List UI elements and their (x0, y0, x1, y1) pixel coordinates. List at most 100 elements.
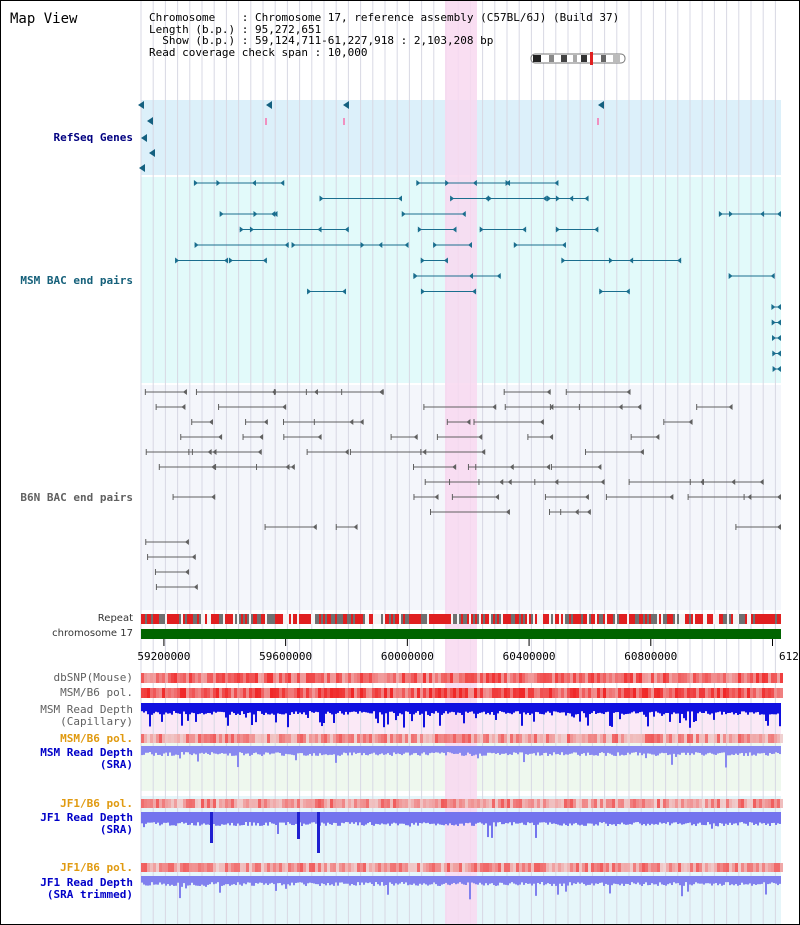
msm-capillary-depth-bar (669, 703, 671, 722)
msm-b6-pol-strip (456, 688, 459, 698)
msm-b6-pol-strip-2 (672, 734, 675, 743)
msm-sra-depth-bar (675, 746, 677, 757)
jf1-b6-pol-strip (168, 799, 171, 808)
jf1-sra-depth-bar (177, 812, 179, 824)
msm-b6-pol-strip-2 (177, 734, 180, 743)
jf1-b6-pol-strip (546, 799, 549, 808)
jf1-sra-depth-bar (281, 812, 283, 823)
track-label-msm-depth-sra[interactable]: MSM Read Depth (40, 746, 133, 759)
repeat-segment (431, 614, 433, 624)
msm-b6-pol-strip (753, 688, 756, 698)
track-label-msm-b6-pol-2[interactable]: MSM/B6 pol. (60, 732, 133, 745)
msm-sra-depth-bar (637, 746, 639, 756)
dbsnp-strip (618, 673, 621, 683)
jf1-b6-pol-strip (285, 799, 288, 808)
jf1-sra-depth-bar (165, 812, 167, 823)
msm-sra-depth-bar (509, 746, 511, 755)
msm-capillary-depth-bar (315, 703, 317, 712)
jf1-trimmed-depth-bar (299, 876, 301, 883)
msm-capillary-depth-bar (507, 703, 509, 713)
info-show-range: Show (b.p.) : 59,124,711-61,227,918 : 2,… (149, 34, 494, 47)
repeat-segment (565, 614, 567, 624)
jf1-b6-pol-strip (609, 799, 612, 808)
jf1-b6-pol-strip-2 (645, 863, 648, 872)
msm-sra-depth-bar (709, 746, 711, 753)
jf1-sra-depth-bar (705, 812, 707, 826)
jf1-trimmed-depth-bar (261, 876, 263, 883)
repeat-segment (169, 614, 171, 624)
msm-b6-pol-strip (531, 688, 534, 698)
msm-capillary-depth-bar (197, 703, 199, 715)
jf1-trimmed-depth-bar (283, 876, 285, 885)
track-label-jf1-b6-pol-2[interactable]: JF1/B6 pol. (60, 861, 133, 874)
repeat-segment (453, 614, 455, 624)
jf1-trimmed-depth-bar (779, 876, 781, 884)
jf1-trimmed-depth-bar (245, 876, 247, 885)
msm-b6-pol-strip-2 (612, 734, 615, 743)
msm-b6-pol-strip-2 (621, 734, 624, 743)
msm-b6-pol-strip (657, 688, 660, 698)
jf1-sra-depth-bar (765, 812, 767, 825)
track-label-repeat[interactable]: Repeat (97, 613, 133, 624)
msm-capillary-depth-bar (417, 703, 419, 712)
jf1-b6-pol-strip (564, 799, 567, 808)
msm-sra-depth-bar (647, 746, 649, 754)
track-label-refseq-genes[interactable]: RefSeq Genes (53, 131, 133, 144)
jf1-b6-pol-strip (780, 799, 783, 808)
jf1-b6-pol-strip (759, 799, 762, 808)
jf1-sra-depth-bar (423, 812, 425, 823)
jf1-b6-pol-strip (690, 799, 693, 808)
track-label-jf1-depth-sra[interactable]: JF1 Read Depth (40, 811, 133, 824)
jf1-b6-pol-strip (624, 799, 627, 808)
msm-b6-pol-strip (651, 688, 654, 698)
track-label-msm-depth-capillary[interactable]: MSM Read Depth (40, 703, 133, 716)
msm-capillary-depth-bar (435, 703, 437, 712)
repeat-segment (605, 614, 607, 624)
jf1-b6-pol-strip (234, 799, 237, 808)
jf1-b6-pol-strip (393, 799, 396, 808)
track-label-msm-b6-pol[interactable]: MSM/B6 pol. (60, 686, 133, 699)
msm-b6-pol-strip-2 (525, 734, 528, 743)
msm-b6-pol-strip-2 (777, 734, 780, 743)
track-label-jf1-b6-pol[interactable]: JF1/B6 pol. (60, 797, 133, 810)
b6n-bac-end (505, 509, 510, 515)
refseq-gene-glyph (149, 149, 155, 157)
track-label-jf1-depth-trimmed[interactable]: JF1 Read Depth (40, 876, 133, 889)
track-label-b6n-bac-end-pairs[interactable]: B6N BAC end pairs (20, 491, 133, 504)
jf1-b6-pol-strip-2 (201, 863, 204, 872)
msm-capillary-depth-bar (337, 703, 339, 713)
jf1-trimmed-depth-bar (269, 876, 271, 884)
track-label-dbsnp[interactable]: dbSNP(Mouse) (53, 671, 133, 684)
repeat-segment (707, 614, 709, 624)
dbsnp-strip (576, 673, 579, 683)
jf1-trimmed-depth-bar (379, 876, 381, 886)
jf1-b6-pol-strip (483, 799, 486, 808)
track-label-msm-bac-end-pairs[interactable]: MSM BAC end pairs (20, 274, 133, 287)
track-label-chromosome[interactable]: chromosome 17 (52, 628, 133, 639)
msm-sra-depth-bar (357, 746, 359, 754)
repeat-segment (589, 614, 591, 624)
msm-sra-depth-bar (217, 746, 219, 755)
msm-sra-depth-bar (699, 746, 701, 753)
dbsnp-strip (603, 673, 606, 683)
msm-b6-pol-strip (327, 688, 330, 698)
dbsnp-strip (750, 673, 753, 683)
dbsnp-strip (198, 673, 201, 683)
b6n-bac-end (379, 389, 384, 395)
msm-capillary-depth-bar (403, 703, 405, 728)
msm-b6-pol-strip-2 (171, 734, 174, 743)
msm-b6-pol-strip (729, 688, 732, 698)
msm-b6-pol-strip (576, 688, 579, 698)
repeat-segment (479, 614, 481, 624)
dbsnp-strip (654, 673, 657, 683)
b6n-bac-end (290, 464, 295, 470)
repeat-segment (719, 614, 721, 624)
msm-capillary-depth-bar (429, 703, 431, 716)
jf1-trimmed-depth-bar (217, 876, 219, 883)
msm-capillary-depth-bar (357, 703, 359, 714)
msm-capillary-depth-bar (581, 703, 583, 712)
jf1-sra-depth-bar (189, 812, 191, 825)
jf1-sra-depth-bar (335, 812, 337, 824)
msm-capillary-depth-bar (199, 703, 201, 714)
b6n-bac-end (413, 434, 418, 440)
